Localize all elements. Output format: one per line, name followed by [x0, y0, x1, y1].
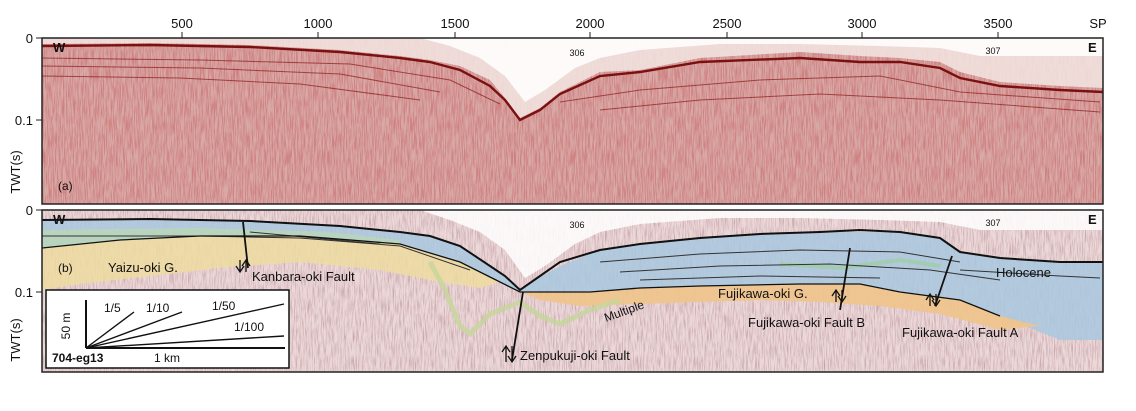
- sp-tick-label: 2000: [576, 16, 605, 31]
- sp-tick-label: 2500: [713, 16, 742, 31]
- twt-axis-label: TWT(s): [8, 318, 23, 361]
- fujikawa-b-fault-label: Fujikawa-oki Fault B: [748, 315, 865, 330]
- east-label: E: [1088, 40, 1097, 55]
- yaizu-unit-label: Yaizu-oki G.: [108, 260, 178, 275]
- west-label: W: [53, 212, 66, 227]
- kanbara-fault-label: Kanbara-oki Fault: [252, 269, 355, 284]
- twt-tick-label: 0.1: [15, 285, 33, 300]
- fujikawa-a-fault-line: [934, 255, 953, 307]
- horizontal-scale-label: 1 km: [154, 351, 180, 365]
- line-id-label: 704-eg13: [52, 351, 104, 365]
- kanbara-fault-line: [242, 221, 249, 269]
- twt-tick-label: 0.1: [15, 113, 33, 128]
- zenpukuji-fault-line: [511, 291, 524, 361]
- sp-tick-label: 500: [171, 16, 193, 31]
- twt-axis-label: TWT(s): [8, 150, 23, 193]
- fujikawa-group-label: Fujikawa-oki G.: [718, 286, 808, 301]
- west-label: W: [53, 40, 66, 55]
- slope-label: 1/10: [146, 301, 170, 315]
- fujikawa-a-fault-label: Fujikawa-oki Fault A: [902, 325, 1019, 340]
- slope-label: 1/5: [104, 301, 121, 315]
- slope-1-5-line: [85, 311, 135, 349]
- slope-1-50-line: [85, 303, 285, 349]
- shotpoint-axis: 500 1000 1500 2000 2500 3000 3500 SP: [42, 16, 1107, 39]
- fault-arrows: [235, 258, 941, 364]
- twt-tick-label: 0: [26, 203, 33, 218]
- sp-tick-label: 3500: [984, 16, 1013, 31]
- panel-a-label: (a): [58, 179, 73, 193]
- vertical-scale-label: 50 m: [59, 313, 73, 340]
- sp-tick-label: 1000: [304, 16, 333, 31]
- sp-tick-label: 1500: [441, 16, 470, 31]
- sp-unit-label: SP: [1089, 16, 1106, 31]
- east-label: E: [1088, 212, 1097, 227]
- crossing-line-label: 307: [985, 218, 1000, 228]
- crossing-line-label: 306: [569, 220, 584, 230]
- seismic-section-a: 306 307 W E (a): [42, 38, 1103, 204]
- holocene-label: Holocene: [996, 265, 1051, 280]
- panel-b-label: (b): [58, 261, 73, 275]
- crossing-line-label: 306: [569, 48, 584, 58]
- sp-tick-label: 3000: [848, 16, 877, 31]
- zenpukuji-fault-label: Zenpukuji-oki Fault: [520, 348, 630, 363]
- slope-label: 1/100: [234, 320, 264, 334]
- twt-tick-label: 0: [26, 31, 33, 46]
- scale-box: 1/5 1/10 1/50 1/100 50 m 704-eg13 1 km: [45, 289, 290, 369]
- panel-a: 306 307 W E (a) 0 0.1 TWT(s): [8, 31, 1104, 205]
- slope-1-100-line: [85, 335, 285, 349]
- crossing-line-label: 307: [985, 46, 1000, 56]
- slope-label: 1/50: [212, 299, 236, 313]
- slope-1-10-line: [85, 311, 183, 349]
